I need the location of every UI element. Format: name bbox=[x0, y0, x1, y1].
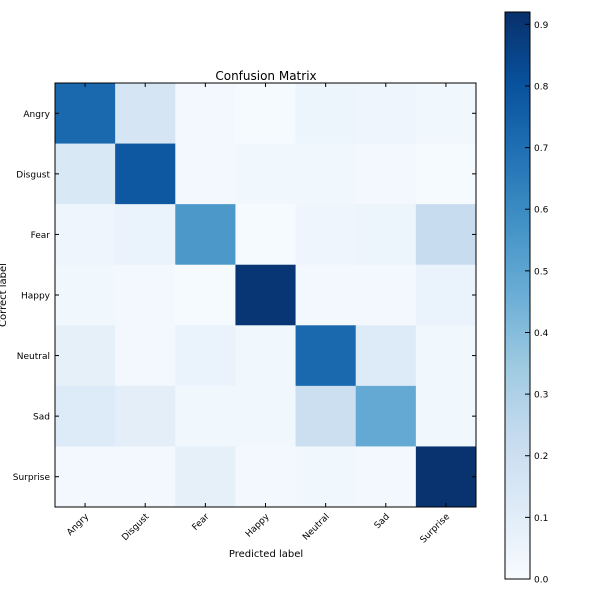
cell-happy-neutral bbox=[295, 264, 357, 326]
cell-disgust-neutral bbox=[295, 143, 357, 205]
cell-neutral-surprise bbox=[415, 325, 477, 387]
cell-neutral-neutral bbox=[295, 325, 357, 387]
y-tick-label-disgust: Disgust bbox=[16, 170, 50, 180]
cell-angry-happy bbox=[235, 83, 297, 145]
chart-title: Confusion Matrix bbox=[215, 69, 316, 83]
colorbar-tick-label: 0.4 bbox=[534, 329, 549, 339]
cell-surprise-angry bbox=[55, 446, 116, 508]
cell-happy-fear bbox=[175, 264, 236, 326]
cell-sad-sad bbox=[355, 385, 417, 447]
cell-happy-happy bbox=[235, 264, 297, 326]
x-tick-label-neutral: Neutral bbox=[301, 512, 332, 543]
cell-surprise-surprise bbox=[415, 446, 477, 508]
cell-surprise-fear bbox=[175, 446, 236, 508]
y-tick-label-surprise: Surprise bbox=[13, 473, 51, 483]
cell-neutral-fear bbox=[175, 325, 236, 387]
y-tick-label-angry: Angry bbox=[23, 110, 50, 120]
y-axis-label: Correct label bbox=[0, 263, 9, 327]
cell-surprise-sad bbox=[355, 446, 417, 508]
cell-disgust-angry bbox=[55, 143, 116, 205]
cell-neutral-happy bbox=[235, 325, 297, 387]
x-tick-label-sad: Sad bbox=[373, 512, 392, 531]
y-tick-label-sad: Sad bbox=[33, 413, 50, 423]
cell-disgust-fear bbox=[175, 143, 236, 205]
cell-angry-disgust bbox=[115, 83, 176, 145]
cell-surprise-disgust bbox=[115, 446, 176, 508]
cell-angry-angry bbox=[55, 83, 116, 145]
colorbar bbox=[504, 11, 531, 580]
colorbar-tick-label: 0.2 bbox=[534, 452, 548, 462]
x-tick-labels: Angry Disgust Fear Happy Neutral Sad Surprise bbox=[65, 512, 452, 546]
heatmap-cells bbox=[55, 83, 477, 508]
cell-fear-sad bbox=[355, 204, 417, 266]
cell-angry-sad bbox=[355, 83, 417, 145]
cell-happy-disgust bbox=[115, 264, 176, 326]
x-axis-label: Predicted label bbox=[229, 549, 303, 560]
cell-sad-fear bbox=[175, 385, 236, 447]
cell-disgust-sad bbox=[355, 143, 417, 205]
colorbar-tick-label: 0.0 bbox=[534, 576, 549, 586]
x-tick-label-surprise: Surprise bbox=[419, 512, 453, 546]
colorbar-tick-label: 0.3 bbox=[534, 391, 548, 401]
colorbar-tick-label: 0.9 bbox=[534, 21, 549, 31]
cell-fear-disgust bbox=[115, 204, 176, 266]
cell-disgust-surprise bbox=[415, 143, 477, 205]
y-tick-label-happy: Happy bbox=[21, 292, 51, 302]
cell-angry-surprise bbox=[415, 83, 477, 145]
cell-happy-sad bbox=[355, 264, 417, 326]
axis-ticks bbox=[55, 83, 476, 507]
cell-fear-angry bbox=[55, 204, 116, 266]
cell-sad-neutral bbox=[295, 385, 357, 447]
cell-surprise-neutral bbox=[295, 446, 357, 508]
colorbar-tick-label: 0.7 bbox=[534, 144, 548, 154]
y-tick-label-neutral: Neutral bbox=[17, 352, 50, 362]
cell-sad-angry bbox=[55, 385, 116, 447]
cell-surprise-happy bbox=[235, 446, 297, 508]
cell-angry-neutral bbox=[295, 83, 357, 145]
cell-happy-angry bbox=[55, 264, 116, 326]
x-tick-label-happy: Happy bbox=[244, 512, 272, 540]
cell-happy-surprise bbox=[415, 264, 477, 326]
cell-neutral-angry bbox=[55, 325, 116, 387]
cell-sad-disgust bbox=[115, 385, 176, 447]
cell-disgust-disgust bbox=[115, 143, 176, 205]
cell-fear-neutral bbox=[295, 204, 357, 266]
cell-neutral-disgust bbox=[115, 325, 176, 387]
x-tick-label-disgust: Disgust bbox=[120, 512, 151, 543]
colorbar-ticks: 0.0 0.1 0.2 0.3 0.4 0.5 0.6 0.7 0.8 0.9 bbox=[525, 21, 549, 586]
cell-sad-happy bbox=[235, 385, 297, 447]
y-tick-label-fear: Fear bbox=[31, 231, 51, 241]
cell-neutral-sad bbox=[355, 325, 417, 387]
x-tick-label-fear: Fear bbox=[191, 512, 212, 533]
colorbar-tick-label: 0.8 bbox=[534, 82, 549, 92]
cell-disgust-happy bbox=[235, 143, 297, 205]
cell-fear-surprise bbox=[415, 204, 477, 266]
y-tick-labels: Angry Disgust Fear Happy Neutral Sad Surprise bbox=[13, 110, 51, 483]
cell-fear-happy bbox=[235, 204, 297, 266]
colorbar-tick-label: 0.5 bbox=[534, 267, 548, 277]
colorbar-tick-label: 0.1 bbox=[534, 514, 548, 524]
cell-sad-surprise bbox=[415, 385, 477, 447]
cell-fear-fear bbox=[175, 204, 236, 266]
colorbar-tick-label: 0.6 bbox=[534, 206, 549, 216]
cell-angry-fear bbox=[175, 83, 236, 145]
x-tick-label-angry: Angry bbox=[65, 512, 91, 538]
